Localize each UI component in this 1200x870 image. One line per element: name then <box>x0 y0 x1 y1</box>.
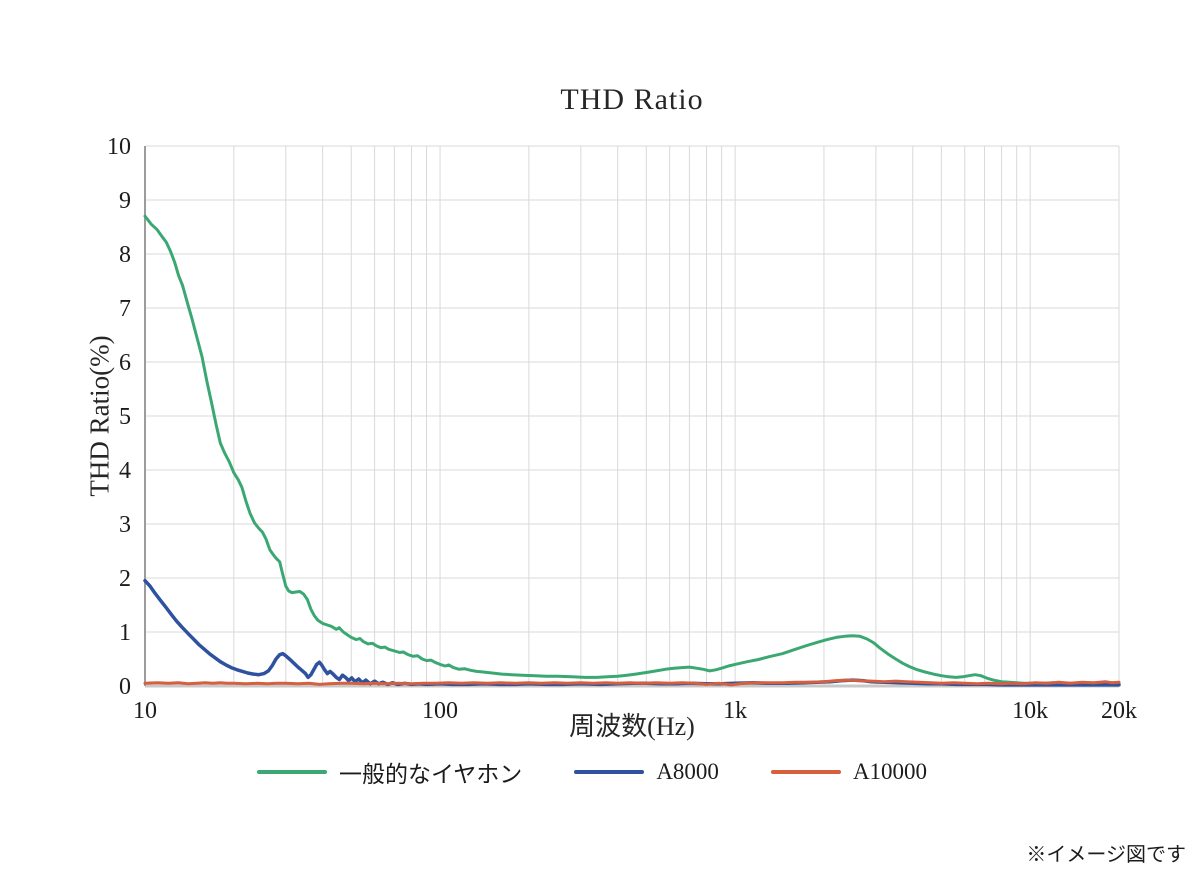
x-tick-label: 1k <box>723 698 747 724</box>
legend-swatch <box>574 770 645 774</box>
x-tick-label: 10k <box>1012 698 1048 724</box>
legend-label: A10000 <box>852 759 928 784</box>
y-tick-label: 1 <box>119 620 131 646</box>
chart-legend: 一般的なイヤホン A8000 A10000 <box>145 757 1119 787</box>
y-tick-label: 8 <box>119 242 131 268</box>
y-tick-label: 2 <box>119 566 131 592</box>
x-axis-title: 周波数(Hz) <box>569 712 695 741</box>
y-axis-title: THD Ratio(%) <box>84 335 115 497</box>
y-tick-label: 0 <box>119 674 131 700</box>
image-disclaimer-note: ※イメージ図です <box>1026 844 1186 866</box>
series-line-一般的なイヤホン <box>143 214 1121 685</box>
series-line-A10000 <box>143 678 1121 687</box>
legend-label: 一般的なイヤホン <box>339 762 523 787</box>
legend-swatch <box>770 770 841 774</box>
legend-swatch <box>257 770 327 774</box>
y-tick-label: 5 <box>119 404 131 430</box>
y-tick-label: 10 <box>107 134 131 160</box>
x-tick-label: 20k <box>1101 698 1137 724</box>
x-tick-label: 10 <box>133 698 157 724</box>
y-tick-label: 7 <box>119 296 131 322</box>
y-tick-label: 3 <box>119 512 131 538</box>
legend-label: A8000 <box>656 759 719 784</box>
series-line-A8000 <box>143 578 1121 687</box>
y-tick-label: 6 <box>119 350 131 376</box>
y-tick-label: 9 <box>119 188 131 214</box>
x-tick-label: 100 <box>422 698 458 724</box>
chart-title: THD Ratio <box>560 83 704 116</box>
legend-item: 一般的なイヤホン <box>257 755 522 789</box>
y-tick-label: 4 <box>119 458 131 484</box>
legend-item: A10000 <box>770 759 928 785</box>
legend-item: A8000 <box>574 759 719 785</box>
